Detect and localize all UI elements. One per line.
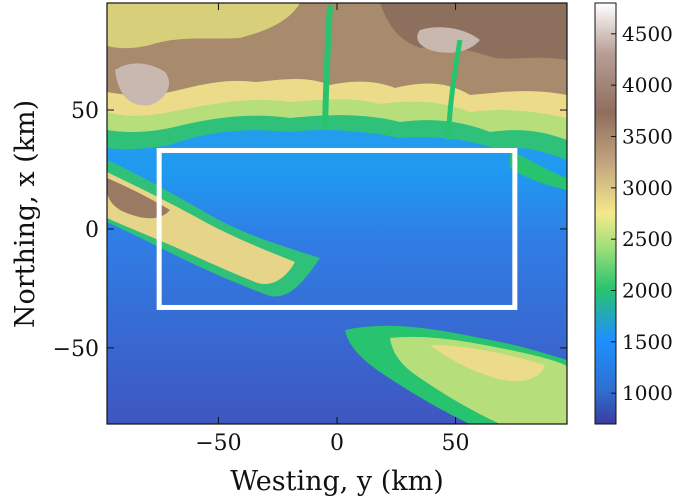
river-valley-1 [322, 4, 333, 131]
western-ridge-peaks [107, 178, 170, 219]
elevation-map [107, 3, 567, 424]
colorbar-tick-label: 3500 [622, 124, 673, 148]
x-axis-title: Westing, y (km) [230, 466, 444, 497]
river-valley-2 [445, 39, 463, 141]
y-tick-label: 50 [71, 99, 99, 124]
colorbar-tick-label: 2500 [622, 227, 673, 251]
high-peak-east [417, 27, 480, 53]
northwest-plateau [107, 3, 300, 49]
colorbar-tick-label: 4000 [622, 73, 673, 97]
colorbar-tick-label: 1500 [622, 330, 673, 354]
x-tick-label: 0 [330, 431, 344, 456]
high-peak-west [115, 63, 170, 106]
southeast-hills-upland [430, 345, 545, 382]
western-ridge-upland [107, 172, 295, 284]
colorbar-tick-label: 2000 [622, 279, 673, 303]
axes: −50 0 50 −50 0 50 [53, 3, 567, 456]
east-shelf [510, 150, 567, 190]
y-axis-title: Northing, x (km) [10, 100, 41, 328]
southeast-hills-slopes [390, 336, 567, 424]
colorbar-tick-label: 4500 [622, 22, 673, 46]
study-area-rectangle [156, 147, 518, 310]
y-tick-label: 0 [85, 218, 99, 243]
x-tick-label: −50 [195, 431, 241, 456]
y-tick-label: −50 [53, 337, 99, 362]
colorbar [594, 2, 617, 425]
x-tick-label: 50 [442, 431, 470, 456]
colorbar-tick-label: 1000 [622, 381, 673, 405]
colorbar-axis: 1000 1500 2000 2500 3000 3500 4000 4500 [611, 22, 673, 405]
colorbar-tick-label: 3000 [622, 176, 673, 200]
